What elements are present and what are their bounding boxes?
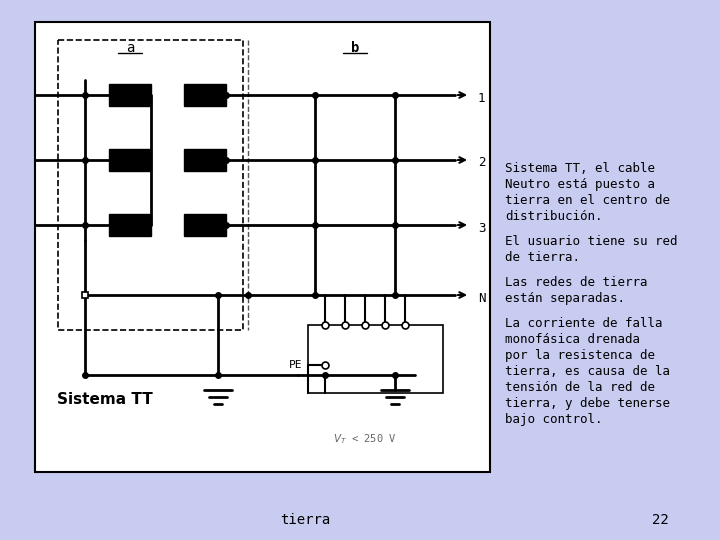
Text: El usuario tiene su red: El usuario tiene su red (505, 235, 678, 248)
Text: bajo control.: bajo control. (505, 413, 603, 426)
Text: b: b (351, 41, 359, 55)
Text: 3: 3 (478, 221, 485, 234)
Text: tierra: tierra (280, 513, 330, 527)
Text: Sistema TT, el cable: Sistema TT, el cable (505, 162, 655, 175)
Text: Sistema TT: Sistema TT (57, 393, 153, 408)
Bar (184, 149, 226, 171)
Bar (58, 40, 243, 330)
Bar (184, 84, 226, 106)
Text: PE: PE (289, 360, 302, 370)
Text: La corriente de falla: La corriente de falla (505, 317, 662, 330)
Text: tierra en el centro de: tierra en el centro de (505, 194, 670, 207)
Text: Neutro está puesto a: Neutro está puesto a (505, 178, 655, 191)
Bar (109, 84, 151, 106)
Text: por la resistenca de: por la resistenca de (505, 349, 655, 362)
Bar (308, 325, 443, 393)
Bar (35, 22, 490, 472)
Bar (109, 214, 151, 236)
Text: 22: 22 (652, 513, 668, 527)
Text: N: N (478, 292, 485, 305)
Text: están separadas.: están separadas. (505, 292, 625, 305)
Text: monofásica drenada: monofásica drenada (505, 333, 640, 346)
Text: $V_T$ < 250 V: $V_T$ < 250 V (333, 432, 397, 446)
Bar (109, 149, 151, 171)
Bar (184, 214, 226, 236)
Text: tensión de la red de: tensión de la red de (505, 381, 655, 394)
Text: tierra, es causa de la: tierra, es causa de la (505, 365, 670, 378)
Text: distribución.: distribución. (505, 210, 603, 223)
Text: 2: 2 (478, 157, 485, 170)
Text: tierra, y debe tenerse: tierra, y debe tenerse (505, 397, 670, 410)
Text: a: a (126, 41, 134, 55)
Text: 1: 1 (478, 91, 485, 105)
Text: Las redes de tierra: Las redes de tierra (505, 276, 647, 289)
Text: de tierra.: de tierra. (505, 251, 580, 264)
